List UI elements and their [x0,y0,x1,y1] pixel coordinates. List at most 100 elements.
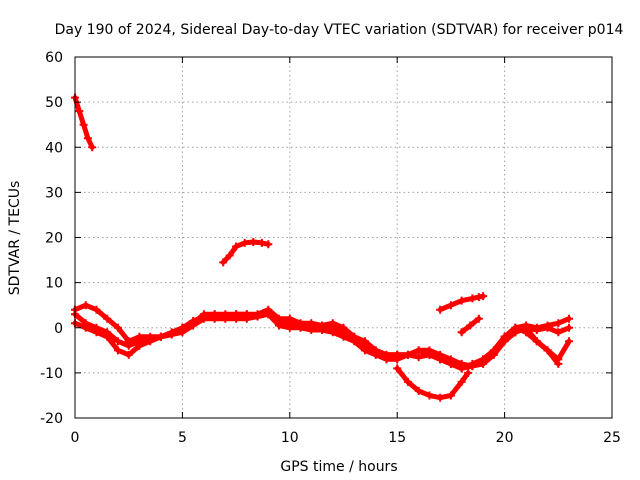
data-point [543,346,552,355]
data-point [403,377,412,386]
y-tick-label: -10 [40,366,63,382]
data-point [479,292,488,301]
x-tick-label: 0 [71,430,80,446]
data-point [436,393,445,402]
data-point [414,386,423,395]
data-point [189,321,198,330]
data-point [457,296,466,305]
data-point [210,314,219,323]
data-point [318,326,327,335]
x-axis-title: GPS time / hours [280,459,397,475]
data-point [565,337,574,346]
y-tick-label: 50 [45,95,63,111]
data-point [113,346,122,355]
y-tick-label: 10 [45,276,63,292]
data-point [565,323,574,332]
data-point [307,326,316,335]
data-point [225,251,234,260]
series-segment-2 [219,238,273,267]
data-point [511,328,520,337]
series-line [394,365,471,401]
data-point [522,323,531,332]
data-point [425,391,434,400]
data-point [446,301,455,310]
data-point [92,305,101,314]
data-point [468,294,477,303]
data-point [83,134,92,143]
data-point [532,337,541,346]
data-point [532,326,541,335]
data-point [92,328,101,337]
y-tick-labels: -20 -10 0 10 20 30 40 50 60 [40,50,63,427]
data-point [249,238,258,247]
series-segment-3 [436,292,488,314]
data-point [253,312,262,321]
series-segment-1 [71,93,97,152]
data-point [103,332,112,341]
data-point [393,364,402,373]
data-point [156,332,165,341]
data-point [124,350,133,359]
series-segment-5 [71,301,574,371]
x-tick-label: 20 [496,430,514,446]
data-point [103,314,112,323]
data-point [479,355,488,364]
data-point [543,323,552,332]
data-point [350,337,359,346]
x-tick-label: 5 [178,430,187,446]
data-point [446,391,455,400]
data-point [124,341,133,350]
data-point [489,346,498,355]
data-point [88,143,97,152]
series-segment-8 [393,364,473,402]
chart-title: Day 190 of 2024, Sidereal Day-to-day VTE… [55,22,624,38]
x-tick-label: 25 [603,430,621,446]
data-point [219,258,228,267]
data-point [464,368,473,377]
data-point [414,353,423,362]
data-point [565,314,574,323]
data-point [113,323,122,332]
data-point [457,377,466,386]
data-point [135,341,144,350]
data-point [199,314,208,323]
y-tick-label: 20 [45,231,63,247]
data-point [436,305,445,314]
data-point [393,355,402,364]
data-point [275,321,284,330]
y-tick-label: 0 [54,321,63,337]
data-point [554,319,563,328]
x-tick-label: 10 [281,430,299,446]
y-axis-title: SDTVAR / TECUs [7,181,23,296]
y-tick-label: 60 [45,50,63,66]
data-point [75,107,84,116]
data-point [79,120,88,129]
data-point [167,330,176,339]
data-point [81,301,90,310]
x-tick-label: 15 [388,430,406,446]
data-point [446,359,455,368]
data-point [339,332,348,341]
data-point [242,314,251,323]
data-point [466,321,475,330]
x-tick-labels: 0 5 10 15 20 25 [71,430,621,446]
data-point [457,328,466,337]
data-point [360,346,369,355]
data-point [382,355,391,364]
data-point [474,314,483,323]
data-point [232,314,241,323]
data-point [403,350,412,359]
plot-frame [74,56,613,419]
data-point [232,242,241,251]
data-point [296,323,305,332]
data-point [436,355,445,364]
data-point [425,350,434,359]
data-point [285,323,294,332]
axis-ticks [74,56,613,419]
data-point [178,328,187,337]
data-point [500,332,509,341]
series-segment-4 [457,314,483,337]
series-segment-7 [71,310,574,373]
data-point [554,359,563,368]
